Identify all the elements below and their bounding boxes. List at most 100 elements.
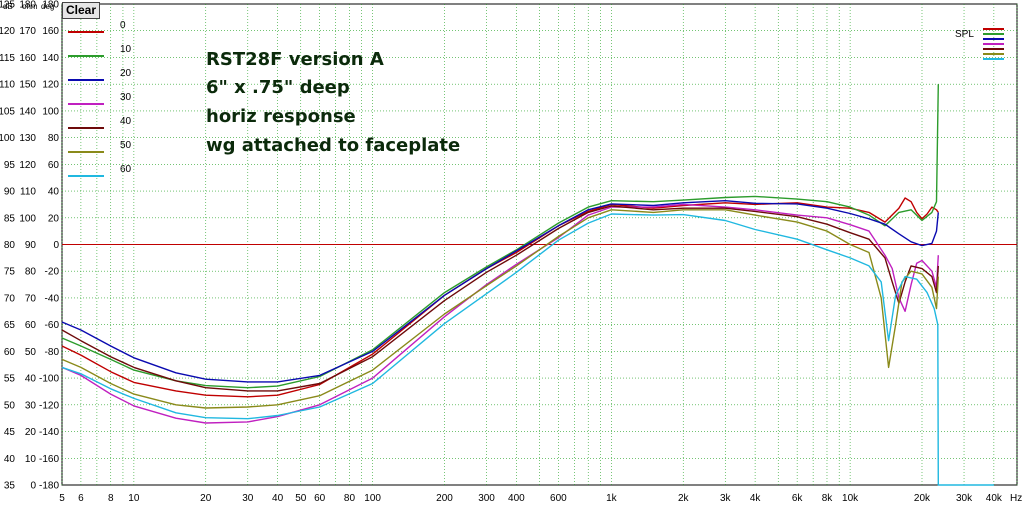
y-tick-db: 75 bbox=[4, 267, 16, 278]
x-tick-label: 3k bbox=[720, 493, 732, 504]
x-tick-label: 10k bbox=[842, 493, 859, 504]
y-tick-deg: 80 bbox=[48, 133, 60, 144]
y-tick-ohm: 140 bbox=[19, 106, 36, 117]
x-tick-label: 8k bbox=[822, 493, 834, 504]
y-tick-deg: -60 bbox=[45, 320, 60, 331]
y-tick-deg: -160 bbox=[39, 454, 59, 465]
y-tick-ohm: 40 bbox=[25, 374, 37, 385]
y-tick-deg: -140 bbox=[39, 427, 59, 438]
y-tick-deg: 60 bbox=[48, 160, 60, 171]
x-tick-label: 400 bbox=[508, 493, 525, 504]
spl-legend bbox=[983, 28, 1004, 60]
clear-button[interactable]: Clear bbox=[62, 2, 100, 19]
legend-label: 10 bbox=[120, 44, 132, 55]
x-tick-label: 2k bbox=[678, 493, 690, 504]
series-line-0 bbox=[61, 197, 939, 398]
x-tick-label: 60 bbox=[314, 493, 326, 504]
x-tick-label: 50 bbox=[295, 493, 307, 504]
y-tick-db: 80 bbox=[4, 240, 16, 251]
spl-label: SPL bbox=[955, 29, 974, 40]
y-tick-deg: -120 bbox=[39, 400, 59, 411]
legend-label: 50 bbox=[120, 140, 132, 151]
grid-lines bbox=[61, 4, 1018, 485]
y-tick-db: 95 bbox=[4, 160, 16, 171]
y-tick-ohm: 60 bbox=[25, 320, 37, 331]
series-line-30 bbox=[61, 203, 939, 424]
y-tick-ohm: 110 bbox=[20, 187, 36, 198]
annotation-line-1: RST28F version A bbox=[206, 49, 384, 70]
series-lines bbox=[61, 84, 994, 486]
x-tick-label: 20 bbox=[200, 493, 212, 504]
legend-label: 60 bbox=[120, 164, 132, 175]
x-tick-label: 6 bbox=[78, 493, 84, 504]
y-tick-db: 105 bbox=[0, 106, 15, 117]
y-tick-deg: 180 bbox=[42, 0, 59, 11]
y-tick-deg: 0 bbox=[53, 240, 59, 251]
x-tick-label: 1k bbox=[606, 493, 618, 504]
x-tick-label: 200 bbox=[436, 493, 453, 504]
y-tick-deg: -40 bbox=[45, 293, 60, 304]
deg-axis-header: deg bbox=[41, 2, 54, 11]
y-tick-db: 40 bbox=[4, 454, 16, 465]
y-tick-deg: 120 bbox=[42, 80, 59, 91]
y-tick-deg: 160 bbox=[42, 26, 59, 37]
x-tick-label: 300 bbox=[478, 493, 495, 504]
y-tick-db: 55 bbox=[4, 374, 16, 385]
y-tick-ohm: 20 bbox=[25, 427, 37, 438]
y-tick-deg: -100 bbox=[39, 374, 59, 385]
series-line-10 bbox=[61, 84, 939, 389]
series-line-50 bbox=[61, 209, 939, 409]
y-tick-db: 70 bbox=[4, 293, 16, 304]
y-tick-db: 125 bbox=[0, 0, 15, 11]
ohm-axis-header: ohm bbox=[22, 2, 38, 11]
x-tick-label: 30 bbox=[242, 493, 254, 504]
y-tick-db: 115 bbox=[0, 53, 15, 64]
x-tick-label: 80 bbox=[344, 493, 356, 504]
legend-label: 40 bbox=[120, 116, 132, 127]
x-tick-label: 40 bbox=[272, 493, 284, 504]
y-tick-ohm: 170 bbox=[19, 26, 36, 37]
y-tick-deg: 100 bbox=[42, 106, 59, 117]
x-tick-label: 6k bbox=[792, 493, 804, 504]
x-tick-label: 100 bbox=[364, 493, 381, 504]
legend-label: 30 bbox=[120, 92, 132, 103]
annotation-line-4: wg attached to faceplate bbox=[206, 135, 460, 156]
annotation-line-2: 6" x .75" deep bbox=[206, 77, 350, 98]
series-line-60 bbox=[61, 213, 994, 486]
annotation-line-3: horiz response bbox=[206, 106, 356, 127]
y-tick-ohm: 100 bbox=[19, 213, 36, 224]
y-tick-db: 35 bbox=[4, 481, 16, 492]
y-tick-deg: 40 bbox=[48, 187, 60, 198]
series-line-20 bbox=[61, 200, 939, 383]
y-tick-ohm: 160 bbox=[19, 53, 36, 64]
x-axis-labels: 5 6 8 10 20 30 40 50 60 80 100 200 300 400 600 1k 2k 3k 4k… bbox=[59, 493, 1003, 504]
x-tick-label: 20k bbox=[914, 493, 931, 504]
x-tick-label: 600 bbox=[550, 493, 567, 504]
y-tick-db: 85 bbox=[4, 213, 16, 224]
legend: 0 10 20 30 40 50 60 bbox=[68, 20, 132, 177]
y-tick-deg: -180 bbox=[39, 481, 59, 492]
y-tick-ohm: 0 bbox=[30, 481, 36, 492]
x-tick-label: 5 bbox=[59, 493, 65, 504]
y-tick-ohm: 50 bbox=[25, 347, 37, 358]
y-tick-db: 45 bbox=[4, 427, 16, 438]
x-tick-label: 40k bbox=[986, 493, 1003, 504]
y-tick-ohm: 120 bbox=[19, 160, 36, 171]
y-tick-db: 120 bbox=[0, 26, 15, 37]
y-tick-ohm: 30 bbox=[25, 400, 37, 411]
legend-label: 20 bbox=[120, 68, 132, 79]
y-tick-ohm: 10 bbox=[25, 454, 37, 465]
y-tick-deg: -80 bbox=[45, 347, 60, 358]
y-tick-ohm: 90 bbox=[25, 240, 37, 251]
y-tick-db: 65 bbox=[4, 320, 16, 331]
y-tick-deg: 140 bbox=[42, 53, 59, 64]
y-tick-db: 50 bbox=[4, 400, 16, 411]
x-unit-label: Hz bbox=[1010, 493, 1022, 504]
y-tick-db: 110 bbox=[0, 80, 15, 91]
y-tick-db: 60 bbox=[4, 347, 16, 358]
y-tick-deg: 20 bbox=[48, 213, 60, 224]
y-tick-deg: -20 bbox=[45, 267, 60, 278]
y-tick-db: 90 bbox=[4, 187, 16, 198]
